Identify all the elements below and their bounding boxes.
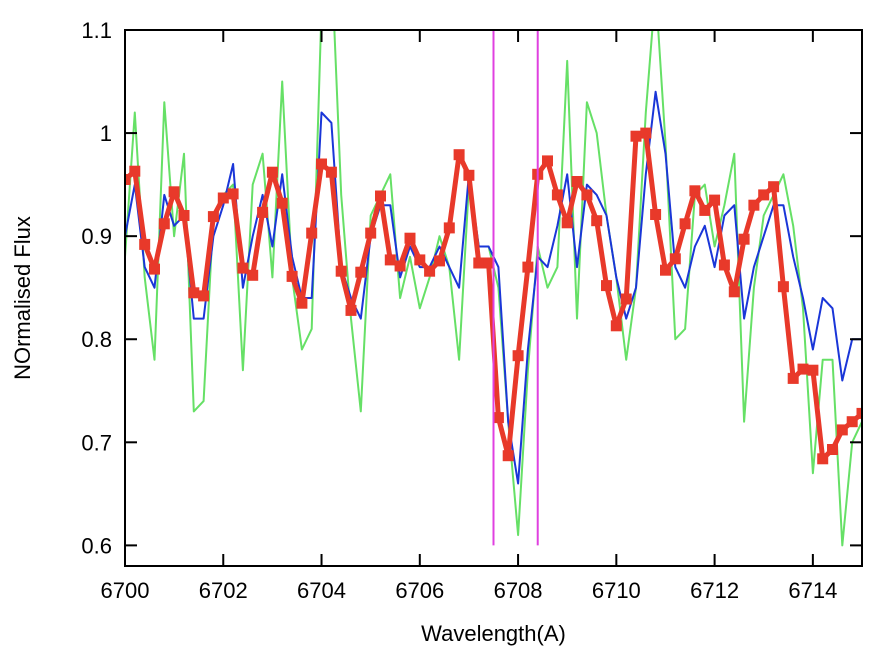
series-3-point: [178, 210, 190, 221]
x-axis-label: Wavelength(A): [421, 621, 566, 646]
series-3-point: [768, 181, 780, 193]
x-tick-label: 6706: [395, 578, 444, 603]
series-3-point: [306, 227, 318, 239]
reference-lines: [492, 30, 539, 546]
series-3-point: [296, 297, 308, 309]
axis-ticks: 6700 6702 6704 6706 6708 6710 6712 6714 0.6 0.7 0.…: [81, 18, 862, 603]
series-3-point: [434, 255, 445, 267]
series-3-point: [483, 257, 495, 269]
series-3-point: [856, 407, 862, 419]
series-3-point: [610, 320, 622, 332]
y-tick-label: 0.6: [81, 533, 112, 558]
series-3-point: [227, 188, 239, 200]
y-axis-label: NOrmalised Flux: [10, 216, 35, 380]
series-3-point: [129, 165, 141, 177]
series-3-point: [699, 204, 711, 216]
series-3-point: [601, 280, 612, 292]
series-3-point: [335, 265, 347, 277]
series-3-point: [237, 262, 249, 274]
series-3-point: [561, 217, 573, 229]
series-3-point: [424, 265, 436, 277]
series-3-point: [542, 155, 553, 167]
x-tick-label: 6710: [592, 578, 641, 603]
series-3-point: [836, 424, 848, 436]
series-3-point: [257, 206, 269, 218]
series-3-point: [355, 266, 367, 278]
series-3-point: [125, 174, 131, 185]
x-tick-label: 6700: [101, 578, 150, 603]
series-3-point: [414, 254, 426, 266]
series-3-point: [365, 227, 377, 239]
series-3-point: [846, 416, 858, 428]
series-3-point: [316, 158, 327, 170]
series-3-point: [581, 189, 593, 201]
series-3-point: [748, 199, 760, 211]
series-3-point: [247, 269, 259, 281]
series-3-point: [640, 127, 652, 139]
y-tick-label: 0.7: [81, 430, 112, 455]
series-3-point: [591, 215, 603, 227]
x-tick-label: 6712: [690, 578, 739, 603]
series-3-point: [158, 218, 170, 230]
series-3-point: [217, 192, 229, 204]
series-3-point: [384, 254, 396, 266]
series-3-point: [738, 233, 750, 245]
y-tick-label: 0.8: [81, 327, 112, 352]
series-3-point: [188, 287, 200, 299]
series-3-point: [463, 169, 475, 181]
series-3-point: [797, 363, 809, 375]
series-3-point: [453, 149, 465, 161]
series-3-point: [620, 293, 632, 305]
series-3-point: [276, 197, 288, 209]
series-3-point: [787, 372, 799, 384]
y-tick-label: 1.1: [81, 18, 112, 43]
series-3-point: [502, 450, 514, 462]
series-3-point: [168, 186, 180, 198]
series-3-point: [345, 304, 357, 316]
series-3-point: [689, 185, 701, 197]
series-3-point: [551, 189, 563, 201]
series-3-point: [650, 209, 662, 220]
series-3-point: [512, 350, 524, 362]
x-tick-label: 6714: [788, 578, 837, 603]
plot-frame: [124, 29, 863, 567]
series-3-point: [817, 453, 829, 465]
series-3-point: [807, 364, 819, 376]
series-3-point: [758, 189, 770, 201]
series-3-point: [827, 444, 838, 455]
series-3-point: [404, 232, 416, 244]
series-3-point: [669, 253, 681, 265]
x-tick-label: 6704: [297, 578, 346, 603]
series-3-point: [473, 257, 485, 269]
series-3-point: [571, 176, 583, 187]
series-3-point: [630, 130, 642, 142]
series-3-point: [207, 211, 219, 223]
series-3-point: [325, 166, 337, 178]
series-3-point: [266, 166, 278, 178]
series-3-point: [443, 222, 455, 234]
series-3-point: [777, 281, 789, 293]
y-tick-label: 1: [100, 121, 112, 146]
series-3-point: [394, 260, 406, 272]
series-3-point: [728, 286, 740, 298]
series-3-point: [709, 194, 721, 206]
y-tick-label: 0.9: [81, 224, 112, 249]
x-tick-label: 6708: [494, 578, 543, 603]
series-3-point: [139, 238, 151, 250]
series-3-point: [718, 259, 730, 271]
series-3-point: [660, 264, 671, 276]
series-3-point: [198, 290, 210, 302]
series-3-point: [522, 261, 534, 273]
x-tick-label: 6702: [199, 578, 248, 603]
series-3-point: [679, 218, 691, 230]
series-3-point: [375, 190, 386, 202]
series-3-point: [492, 412, 504, 424]
series-3-point: [286, 270, 298, 282]
series-3-point: [149, 263, 160, 275]
